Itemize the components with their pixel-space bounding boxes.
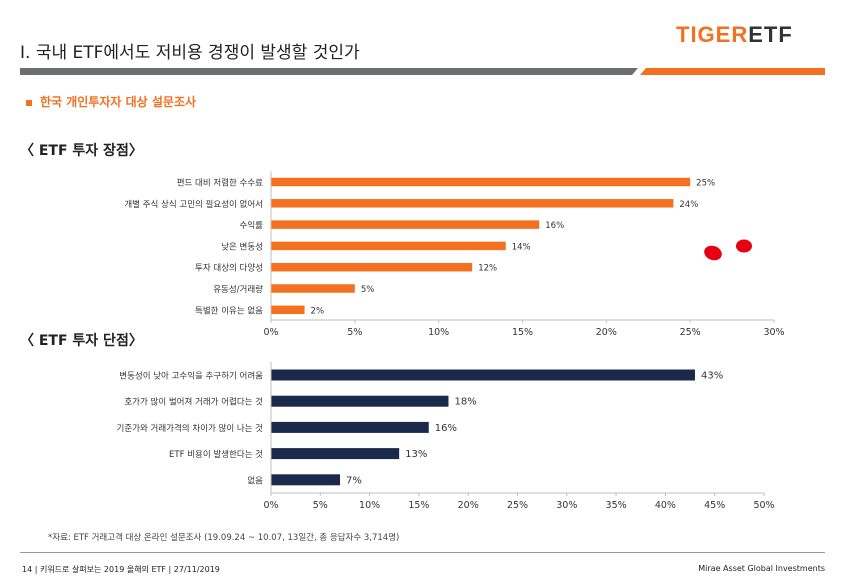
category-label: ETF 비용이 발생한다는 것 [169,449,263,460]
category-label: 호가가 많이 벌어져 거래가 어렵다는 것 [124,397,263,408]
bar [271,262,473,272]
bar [271,284,355,293]
value-label: 16% [545,221,564,231]
x-tick-label: 5% [313,500,328,511]
category-label: 수익률 [240,220,264,231]
bullet-square-icon [26,99,32,106]
disadvantages-bar-chart: 변동성이 낮아 고수익을 추구하기 어려움 43% 호가가 많이 벌어져 거래가 어… [117,361,775,511]
bar [271,395,449,407]
x-tick-label: 20% [596,327,617,338]
bar [271,241,506,251]
page-title: I. 국내 ETF에서도 저비용 경쟁이 발생할 것인가 [20,43,360,63]
footer-page-info: 14 | 키워드로 살펴보는 2019 올해의 ETF | 27/11/2019 [22,565,220,574]
value-label: 7% [346,475,362,486]
value-label: 24% [679,200,698,210]
tiger-etf-logo: TIGERETF [676,22,793,48]
value-label: 13% [405,449,427,460]
advantages-bar-chart: 편드 대비 저렴한 수수료 25% 개별 주식 상식 고민의 필요성이 없어서 24%… [124,171,785,338]
category-label: 특별한 이유는 없음 [195,305,263,316]
x-tick-label: 30% [763,327,784,338]
category-label: 편드 대비 저렴한 수수료 [177,178,263,189]
category-label: 없음 [247,476,263,486]
header-divider-bar [20,68,825,75]
x-tick-label: 30% [556,500,577,511]
x-tick-label: 0% [263,500,278,511]
category-label: 투자 대상의 다양성 [195,263,263,274]
x-tick-label: 15% [408,500,429,511]
x-tick-label: 40% [655,500,676,511]
value-label: 25% [696,179,715,189]
survey-subtitle: 한국 개인투자자 대상 설문조사 [26,93,196,110]
footer-company-name: Mirae Asset Global Investments [698,564,825,573]
x-tick-label: 25% [507,500,528,511]
x-tick-label: 5% [347,327,362,338]
value-label: 14% [512,242,531,252]
category-label: 유동성/거래량 [213,284,263,295]
value-label: 43% [701,371,723,382]
value-label: 12% [478,264,497,274]
value-label: 16% [435,423,457,434]
bar [271,448,400,460]
bar [271,220,540,229]
x-tick-label: 20% [458,500,479,511]
value-label: 5% [361,285,375,295]
category-label: 개별 주식 상식 고민의 필요성이 없어서 [124,199,263,210]
advantages-section-title: 〈 ETF 투자 장점〉 [20,143,143,159]
bar [271,177,691,187]
value-label: 18% [454,397,476,408]
x-tick-label: 50% [753,500,774,511]
footer-divider [20,552,825,553]
x-tick-label: 25% [680,327,701,338]
bar [271,369,695,381]
logo-etf-text: ETF [748,22,793,47]
subtitle-text: 한국 개인투자자 대상 설문조사 [40,95,197,109]
disadvantages-section-title: 〈 ETF 투자 단점〉 [20,333,143,349]
value-label: 2% [311,306,325,316]
category-label: 변동성이 낮아 고수익을 추구하기 어려움 [119,371,263,382]
x-tick-label: 45% [704,500,725,511]
x-tick-label: 15% [512,327,533,338]
x-tick-label: 0% [263,327,278,338]
x-tick-label: 10% [428,327,449,338]
category-label: 낮은 변동성 [221,241,263,252]
bar [271,474,341,486]
x-tick-label: 10% [359,500,380,511]
bar [271,199,674,208]
logo-tiger-text: TIGER [676,22,749,47]
category-label: 기준가와 거래가격의 차이가 많이 나는 것 [117,423,264,434]
x-tick-label: 35% [606,500,627,511]
source-footnote: *자료: ETF 거래고객 대상 온라인 설문조사 (19.09.24 ~ 10… [48,533,400,543]
bar [271,305,305,315]
bar [271,421,429,433]
